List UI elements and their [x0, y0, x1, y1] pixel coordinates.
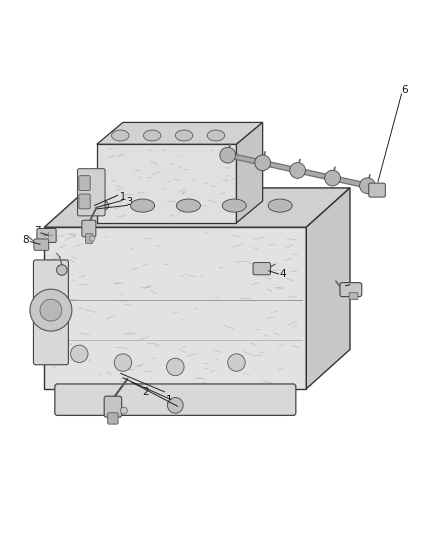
Circle shape — [255, 155, 271, 171]
Polygon shape — [306, 188, 350, 389]
FancyBboxPatch shape — [33, 260, 68, 365]
Circle shape — [167, 398, 183, 413]
Circle shape — [166, 358, 184, 376]
Circle shape — [40, 299, 62, 321]
Ellipse shape — [175, 130, 193, 141]
Ellipse shape — [112, 130, 129, 141]
Bar — [97, 144, 237, 223]
FancyBboxPatch shape — [79, 176, 90, 190]
Circle shape — [71, 345, 88, 362]
FancyBboxPatch shape — [340, 282, 362, 297]
Ellipse shape — [85, 199, 109, 212]
Circle shape — [114, 354, 132, 372]
Bar — [44, 227, 306, 389]
Text: 7: 7 — [35, 225, 41, 236]
Text: 8: 8 — [23, 235, 29, 245]
Circle shape — [220, 147, 236, 163]
FancyBboxPatch shape — [104, 396, 122, 417]
Text: 1: 1 — [166, 394, 172, 405]
FancyBboxPatch shape — [82, 220, 96, 237]
Ellipse shape — [222, 199, 246, 212]
Polygon shape — [97, 123, 263, 144]
FancyBboxPatch shape — [34, 239, 49, 251]
Ellipse shape — [131, 199, 155, 212]
Ellipse shape — [268, 199, 292, 212]
Text: 4: 4 — [279, 269, 286, 279]
FancyBboxPatch shape — [37, 229, 56, 243]
Ellipse shape — [144, 130, 161, 141]
FancyBboxPatch shape — [349, 293, 358, 300]
Polygon shape — [237, 123, 263, 223]
FancyBboxPatch shape — [85, 234, 93, 244]
FancyBboxPatch shape — [108, 413, 118, 424]
FancyBboxPatch shape — [79, 194, 90, 209]
Circle shape — [30, 289, 72, 331]
Text: 9: 9 — [351, 281, 358, 292]
FancyBboxPatch shape — [78, 169, 105, 216]
Circle shape — [57, 265, 67, 275]
Circle shape — [325, 170, 340, 186]
FancyBboxPatch shape — [369, 183, 385, 197]
Circle shape — [360, 178, 375, 193]
Circle shape — [90, 236, 95, 241]
Circle shape — [120, 407, 127, 414]
Circle shape — [290, 163, 305, 179]
Ellipse shape — [207, 130, 225, 141]
Ellipse shape — [177, 199, 201, 212]
Polygon shape — [44, 188, 350, 227]
Text: 5: 5 — [54, 266, 61, 276]
Text: 2: 2 — [98, 185, 104, 196]
FancyBboxPatch shape — [253, 263, 271, 275]
Text: 3: 3 — [127, 197, 133, 207]
Text: 2: 2 — [142, 387, 149, 397]
Text: 6: 6 — [401, 85, 408, 95]
FancyBboxPatch shape — [55, 384, 296, 415]
Circle shape — [228, 354, 245, 372]
Text: 1: 1 — [120, 192, 126, 201]
Text: 3: 3 — [174, 401, 181, 411]
